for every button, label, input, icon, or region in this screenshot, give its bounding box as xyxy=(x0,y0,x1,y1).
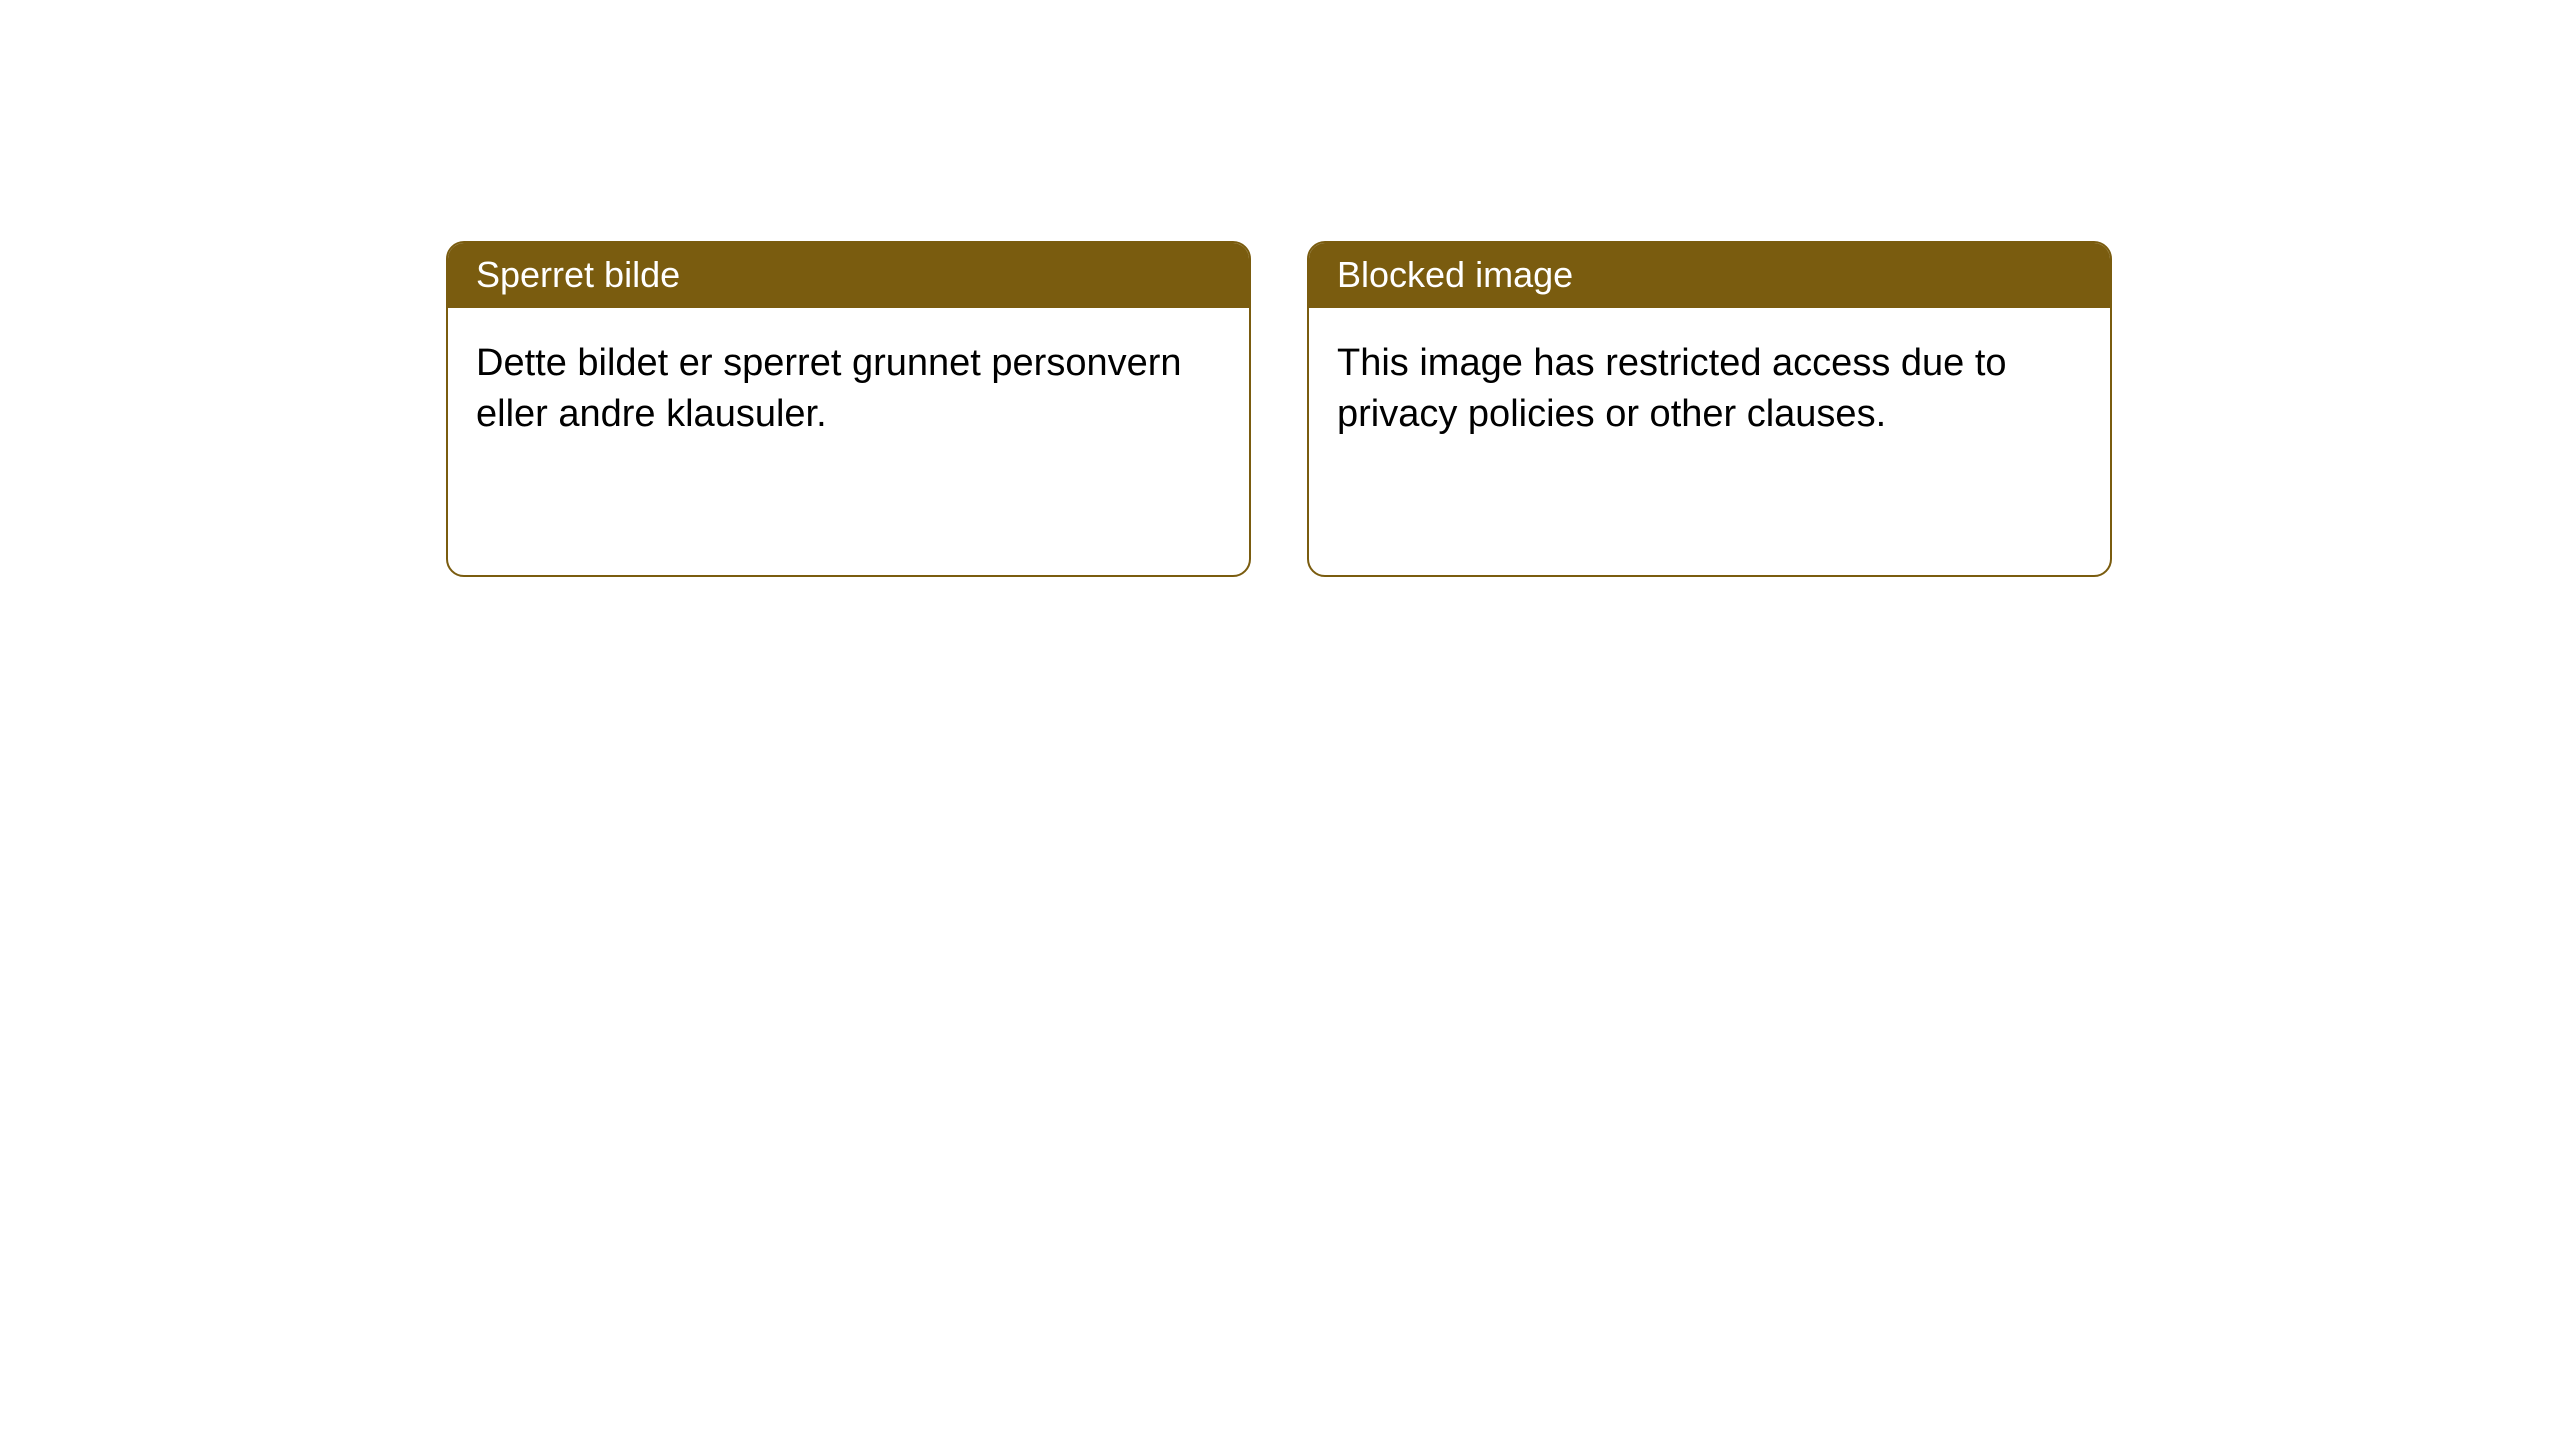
notice-card-no: Sperret bilde Dette bildet er sperret gr… xyxy=(446,241,1251,577)
notice-card-body: This image has restricted access due to … xyxy=(1309,308,2110,471)
notice-container: Sperret bilde Dette bildet er sperret gr… xyxy=(0,0,2560,577)
notice-card-en: Blocked image This image has restricted … xyxy=(1307,241,2112,577)
notice-card-body: Dette bildet er sperret grunnet personve… xyxy=(448,308,1249,471)
notice-card-title: Blocked image xyxy=(1309,243,2110,308)
notice-card-title: Sperret bilde xyxy=(448,243,1249,308)
